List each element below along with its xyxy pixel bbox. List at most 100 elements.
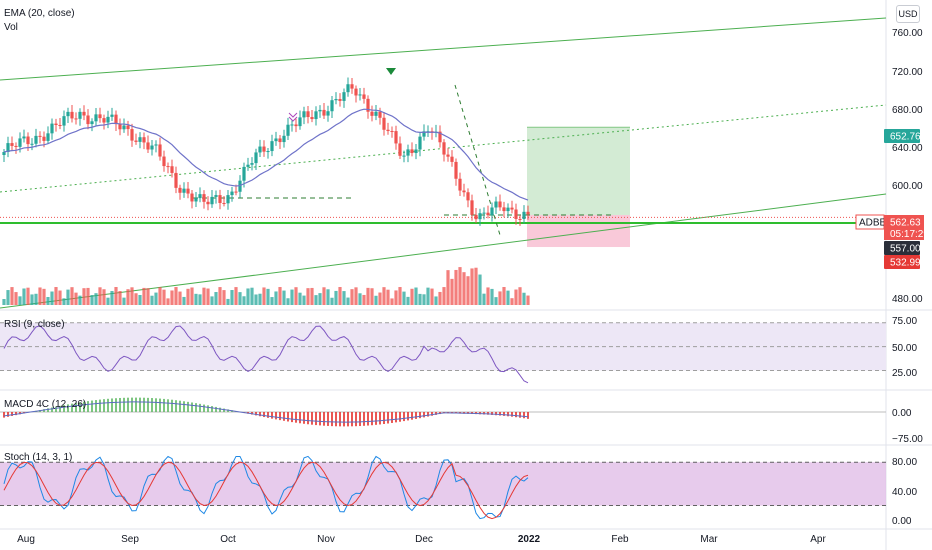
macd-histogram-bar bbox=[431, 412, 433, 416]
candle-body bbox=[2, 152, 6, 155]
candle-body bbox=[354, 88, 358, 96]
volume-bar bbox=[462, 272, 466, 305]
volume-bar bbox=[482, 293, 486, 305]
candle-body bbox=[214, 195, 218, 197]
volume-bar bbox=[98, 287, 102, 305]
time-axis-label: Mar bbox=[700, 534, 718, 545]
macd-histogram-bar bbox=[43, 409, 45, 412]
volume-bar bbox=[58, 290, 62, 305]
currency-button[interactable]: USD bbox=[896, 5, 920, 23]
volume-bar bbox=[490, 288, 494, 305]
candle-body bbox=[230, 191, 234, 196]
candle-body bbox=[422, 131, 426, 137]
candle-body bbox=[174, 172, 178, 188]
macd-histogram-bar bbox=[59, 405, 61, 412]
volume-bar bbox=[22, 288, 26, 305]
macd-histogram-bar bbox=[55, 406, 57, 412]
volume-bar bbox=[202, 287, 206, 305]
price-axis[interactable]: 760.00 720.00 680.00 640.00 600.00 480.00 75.0… bbox=[892, 28, 923, 527]
candle-body bbox=[210, 196, 214, 205]
target-tag-bg bbox=[884, 129, 920, 143]
candle-body bbox=[258, 146, 262, 153]
macd-histogram-bar bbox=[107, 398, 109, 412]
volume-bar bbox=[238, 292, 242, 305]
volume-bar bbox=[78, 295, 82, 305]
volume-bar bbox=[390, 298, 394, 305]
candle-body bbox=[94, 114, 98, 122]
volume-bar bbox=[470, 268, 474, 305]
vol-legend[interactable]: Vol bbox=[4, 22, 18, 33]
macd-histogram-bar bbox=[423, 412, 425, 418]
volume-bar bbox=[214, 292, 218, 305]
ema-legend[interactable]: EMA (20, close) bbox=[4, 8, 75, 20]
candle-body bbox=[266, 151, 270, 153]
volume-bar bbox=[402, 291, 406, 305]
volume-bar bbox=[6, 290, 10, 305]
volume-bar bbox=[226, 298, 230, 305]
macd-histogram-bar bbox=[367, 412, 369, 426]
stoch-legend[interactable]: Stoch (14, 3, 1) bbox=[4, 452, 73, 463]
volume-bar bbox=[442, 287, 446, 305]
volume-bar bbox=[102, 289, 106, 305]
candle-body bbox=[218, 195, 222, 203]
volume-bar bbox=[518, 287, 522, 305]
candle-body bbox=[250, 163, 254, 165]
volume-bar bbox=[18, 296, 22, 305]
volume-bar bbox=[194, 293, 198, 305]
rsi-axis-tick: 75.00 bbox=[892, 316, 917, 327]
volume-bar bbox=[430, 288, 434, 305]
candle-body bbox=[442, 142, 446, 155]
volume-bar bbox=[118, 291, 122, 305]
macd-histogram-bar bbox=[287, 412, 289, 422]
price-axis-tick: 600.00 bbox=[892, 181, 923, 192]
macd-histogram-bar bbox=[319, 412, 321, 426]
macd-histogram-bar bbox=[327, 412, 329, 426]
candle-body bbox=[510, 207, 514, 210]
candle-body bbox=[402, 155, 406, 157]
macd-axis-tick: 0.00 bbox=[892, 408, 912, 419]
candle-body bbox=[394, 131, 398, 144]
candle-body bbox=[150, 145, 154, 150]
macd-histogram-bar bbox=[315, 412, 317, 426]
candle-body bbox=[122, 125, 126, 130]
candle-body bbox=[298, 117, 302, 127]
volume-bar bbox=[474, 267, 478, 305]
countdown-text: 05:17:29 bbox=[890, 229, 929, 240]
volume-bar bbox=[234, 287, 238, 305]
candle-body bbox=[342, 92, 346, 101]
volume-bar bbox=[34, 293, 38, 305]
candle-body bbox=[30, 143, 34, 145]
macd-histogram-bar bbox=[87, 401, 89, 412]
ema-legend-text: EMA (20, close) bbox=[4, 8, 75, 19]
time-axis[interactable]: Aug Sep Oct Nov Dec 2022 Feb Mar Apr bbox=[17, 534, 826, 545]
macd-histogram-bar bbox=[343, 412, 345, 427]
volume-bar bbox=[346, 297, 350, 305]
macd-histogram-bar bbox=[95, 400, 97, 412]
macd-legend[interactable]: MACD 4C (12, 26) bbox=[4, 399, 87, 410]
stoch-d-line bbox=[3, 461, 529, 520]
macd-histogram-bar bbox=[79, 402, 81, 412]
macd-histogram-bar bbox=[227, 409, 229, 412]
macd-histogram-bar bbox=[355, 412, 357, 427]
rsi-legend[interactable]: RSI (9, close) bbox=[4, 319, 65, 330]
candle-body bbox=[350, 84, 354, 89]
candle-body bbox=[438, 131, 442, 143]
macd-histogram-bar bbox=[323, 412, 325, 426]
macd-histogram-bar bbox=[351, 412, 353, 427]
candle-body bbox=[414, 149, 418, 154]
time-axis-label: Nov bbox=[317, 534, 335, 545]
macd-histogram-bar bbox=[11, 412, 13, 416]
time-axis-label: Sep bbox=[121, 534, 139, 545]
candle-body bbox=[314, 111, 318, 120]
macd-histogram-bar bbox=[311, 412, 313, 425]
candle-body bbox=[182, 188, 186, 193]
macd-histogram-bar bbox=[375, 412, 377, 425]
macd-histogram-bar bbox=[275, 412, 277, 420]
volume-bar bbox=[522, 292, 526, 305]
volume-bar bbox=[110, 290, 114, 305]
macd-histogram-bar bbox=[127, 397, 129, 412]
macd-histogram-bar bbox=[111, 398, 113, 412]
